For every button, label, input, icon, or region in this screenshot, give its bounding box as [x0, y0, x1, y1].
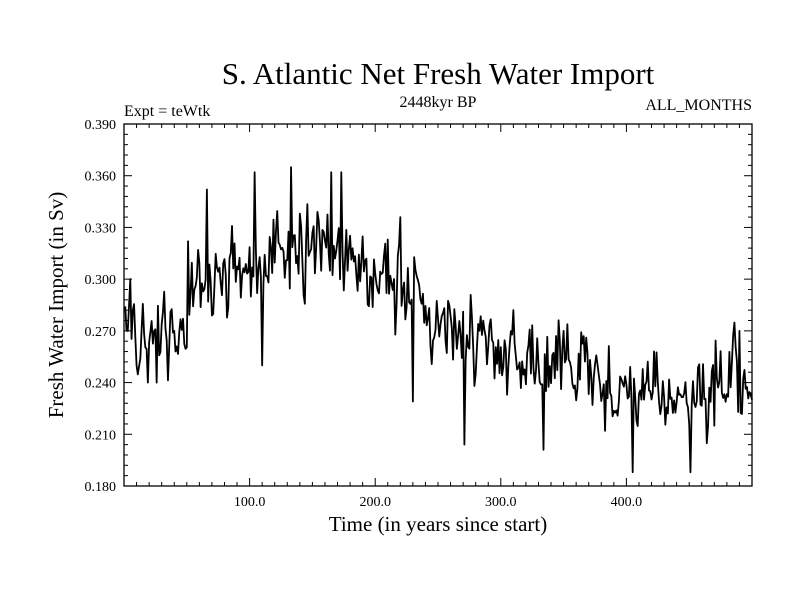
experiment-label: Expt = teWtk [124, 103, 210, 120]
y-tick-label: 0.330 [85, 221, 117, 236]
y-tick-label: 0.300 [85, 273, 117, 288]
y-axis-label: Fresh Water Import (in Sv) [44, 192, 68, 419]
chart-subtitle: 2448kyr BP [400, 94, 477, 111]
y-tick-label: 0.210 [85, 428, 117, 443]
y-tick-label: 0.180 [85, 480, 117, 495]
x-tick-label: 200.0 [359, 495, 391, 510]
y-tick-label: 0.270 [85, 325, 117, 340]
y-tick-label: 0.360 [85, 170, 117, 185]
x-tick-label: 300.0 [485, 495, 517, 510]
chart-title: S. Atlantic Net Fresh Water Import [222, 56, 655, 91]
y-tick-label: 0.390 [85, 118, 117, 133]
series-line-0 [124, 166, 753, 474]
plot-frame [123, 123, 753, 487]
x-tick-label: 100.0 [234, 495, 266, 510]
y-tick-label: 0.240 [85, 377, 117, 392]
x-tick-label: 400.0 [611, 495, 643, 510]
months-label: ALL_MONTHS [645, 97, 752, 114]
plot-area: 100.0 200.0 300.0 400.0 0.180 0.210 0.240 0.270… [85, 118, 753, 510]
x-axis-label: Time (in years since start) [329, 512, 548, 536]
